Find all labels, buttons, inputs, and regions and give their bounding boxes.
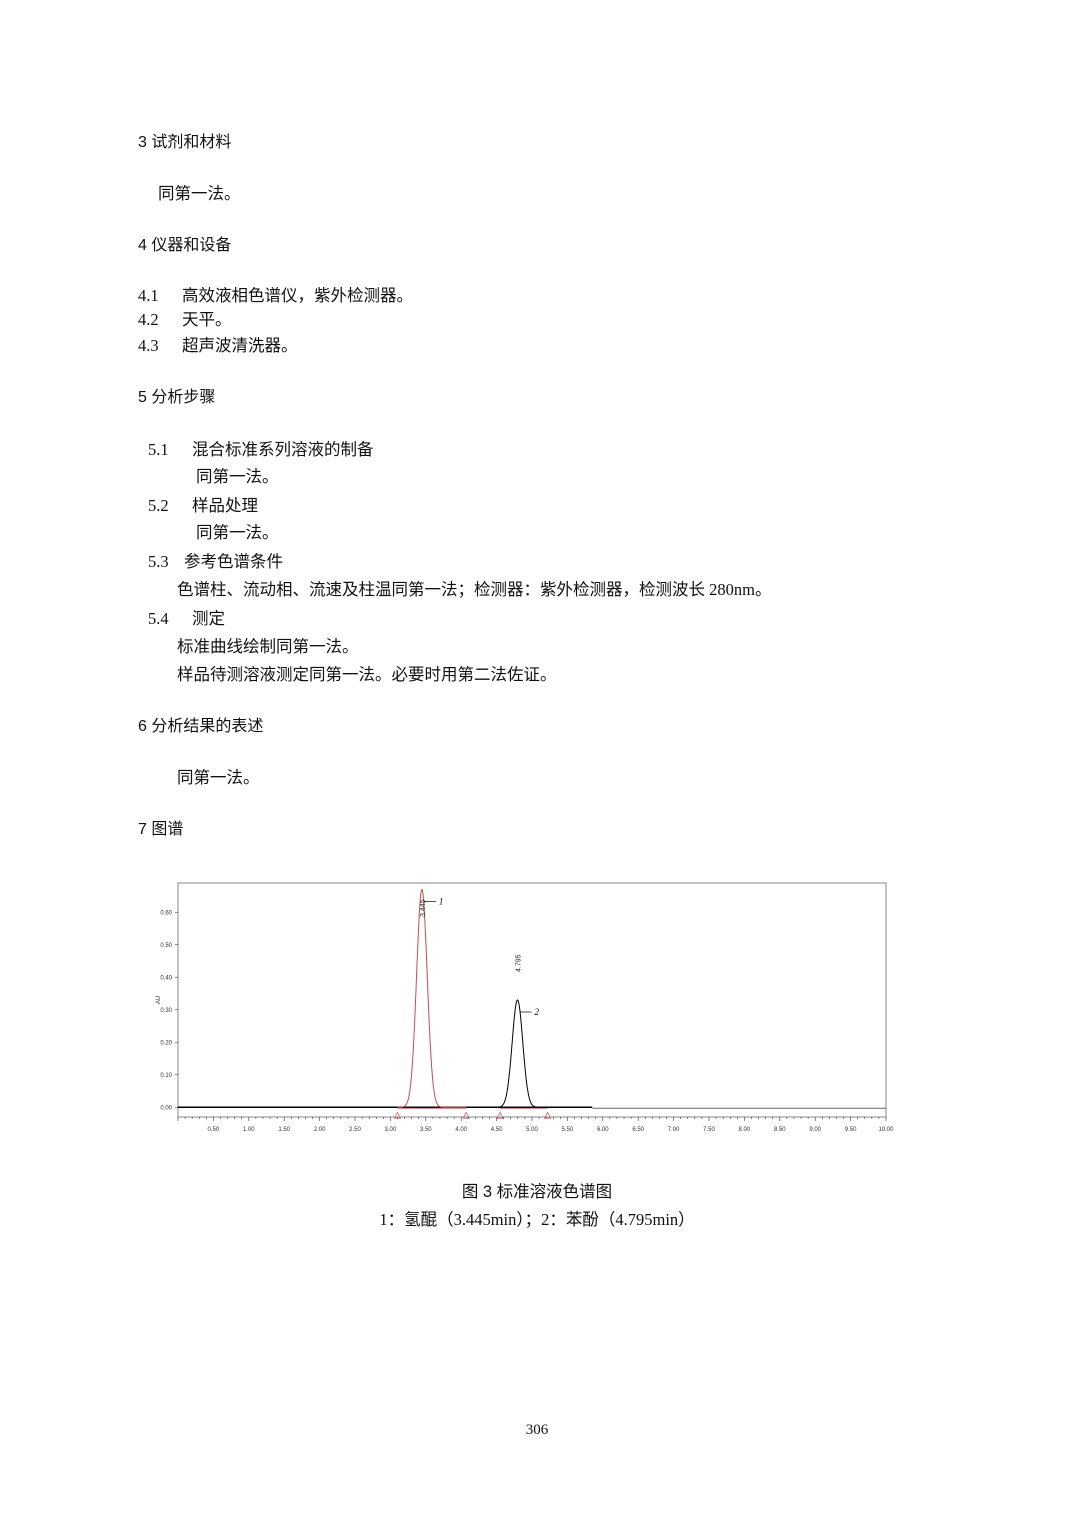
- item-number: 5.3: [148, 552, 169, 571]
- x-tick-label: 6.50: [632, 1127, 644, 1133]
- x-tick-label: 4.00: [455, 1127, 467, 1133]
- figure-legend: 1：氢醌（3.445min）；2：苯酚（4.795min）: [379, 1210, 695, 1229]
- y-tick-label: 0.20: [160, 1040, 172, 1046]
- x-tick-label: 8.50: [774, 1127, 786, 1133]
- item-title: 样品处理: [192, 496, 258, 515]
- item-5-2: 5.2 样品处理: [148, 496, 258, 516]
- x-tick-label: 5.50: [562, 1127, 574, 1133]
- y-tick-label: 0.10: [160, 1073, 172, 1079]
- section-5-heading: 5 分析步骤: [138, 389, 216, 406]
- x-tick-label: 9.00: [809, 1127, 821, 1133]
- x-tick-label: 3.50: [420, 1127, 432, 1133]
- section-6-heading: 6 分析结果的表述: [138, 718, 264, 735]
- peak-marker-triangle: [544, 1111, 552, 1119]
- y-axis-label: AU: [156, 996, 162, 1004]
- x-tick-label: 2.50: [349, 1127, 361, 1133]
- item-number: 4.1: [138, 286, 159, 305]
- x-tick-label: 7.00: [668, 1127, 680, 1133]
- peak-1-retention-time: 3.445: [420, 899, 427, 917]
- section-4-heading: 4 仪器和设备: [138, 237, 232, 254]
- y-tick-label: 0.60: [160, 910, 172, 916]
- item-5-3-body: 色谱柱、流动相、流速及柱温同第一法；检测器：紫外检测器，检测波长 280nm。: [177, 580, 772, 599]
- item-4-2: 4.2 天平。: [138, 310, 232, 330]
- item-number: 5.4: [148, 609, 169, 628]
- peak-2-trace: [499, 999, 548, 1108]
- item-number: 5.1: [148, 440, 169, 459]
- item-number: 4.2: [138, 310, 159, 329]
- x-tick-label: 3.00: [385, 1127, 397, 1133]
- peak-2-label: 2: [534, 1007, 539, 1017]
- y-tick-label: 0.30: [160, 1008, 172, 1014]
- plot-frame: [177, 882, 887, 1118]
- y-tick-label: 0.40: [160, 975, 172, 981]
- item-5-3: 5.3 参考色谱条件: [148, 552, 283, 572]
- item-5-1-body: 同第一法。: [196, 467, 279, 486]
- x-tick-label: 9.50: [845, 1127, 857, 1133]
- item-5-2-body: 同第一法。: [196, 523, 279, 542]
- x-tick-label: 1.00: [243, 1127, 255, 1133]
- item-title: 混合标准系列溶液的制备: [192, 440, 374, 459]
- item-number: 5.2: [148, 496, 169, 515]
- item-4-3: 4.3 超声波清洗器。: [138, 336, 298, 356]
- item-title: 测定: [192, 609, 225, 628]
- item-5-4: 5.4 测定: [148, 609, 225, 629]
- section-7-heading: 7 图谱: [138, 821, 184, 838]
- item-text: 超声波清洗器。: [182, 336, 298, 355]
- x-tick-label: 2.00: [314, 1127, 326, 1133]
- item-5-4-body-2: 样品待测溶液测定同第一法。必要时用第二法佐证。: [177, 665, 557, 684]
- item-title: 参考色谱条件: [184, 552, 283, 571]
- x-tick-label: 1.50: [278, 1127, 290, 1133]
- item-text: 天平。: [182, 310, 232, 329]
- x-tick-label: 10.00: [878, 1127, 894, 1133]
- y-tick-label: 0.50: [160, 943, 172, 949]
- x-tick-label: 8.00: [739, 1127, 751, 1133]
- peak-1-trace: [397, 888, 467, 1108]
- peak-1-label: 1: [439, 897, 444, 907]
- peak-marker-triangle: [496, 1111, 504, 1119]
- section-6-body: 同第一法。: [177, 768, 260, 787]
- item-number: 4.3: [138, 336, 159, 355]
- item-text: 高效液相色谱仪，紫外检测器。: [182, 286, 413, 305]
- section-3-heading: 3 试剂和材料: [138, 134, 232, 151]
- x-tick-label: 4.50: [491, 1127, 503, 1133]
- x-tick-label: 0.50: [208, 1127, 220, 1133]
- item-5-1: 5.1 混合标准系列溶液的制备: [148, 440, 374, 460]
- peak-2-retention-time: 4.795: [515, 954, 522, 972]
- y-tick-label: 0.00: [160, 1105, 172, 1111]
- x-tick-label: 5.00: [526, 1127, 538, 1133]
- item-5-4-body-1: 标准曲线绘制同第一法。: [177, 637, 359, 656]
- figure-caption: 图 3 标准溶液色谱图: [461, 1183, 613, 1201]
- peak-marker-triangle: [462, 1111, 470, 1119]
- chromatogram-chart: 0.50 1.00 1.50 2.00 2.50 3.00 3.50 4.00 4.50 5.00…: [156, 882, 894, 1133]
- x-tick-label: 7.50: [703, 1127, 715, 1133]
- section-3-body: 同第一法。: [158, 184, 241, 203]
- x-tick-label: 6.00: [597, 1127, 609, 1133]
- page-number: 306: [525, 1422, 549, 1438]
- item-4-1: 4.1 高效液相色谱仪，紫外检测器。: [138, 286, 413, 306]
- peak-marker-triangle: [393, 1111, 402, 1119]
